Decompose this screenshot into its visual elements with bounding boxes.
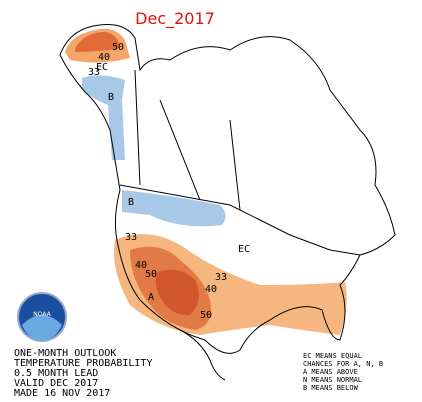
legend-line: N MEANS NORMAL <box>303 376 362 384</box>
legend-line: B MEANS BELOW <box>303 384 359 392</box>
contour-label: 50 <box>112 42 124 53</box>
contour-label: 33 <box>215 272 227 283</box>
legend-line: A MEANS ABOVE <box>303 368 358 376</box>
contour-label: 33 <box>88 67 100 78</box>
title: Dec_2017 <box>135 9 215 29</box>
contour-label: B <box>108 92 114 103</box>
contour-label: EC <box>238 244 250 255</box>
legend: EC MEANS EQUAL CHANCES FOR A, N, B A MEA… <box>303 352 383 392</box>
coastlines <box>59 24 396 381</box>
contour-label: A <box>148 292 154 303</box>
contour-label: 40 <box>135 260 147 271</box>
contour-labels: 50 40 33 EC B B 33 40 50 A 33 40 50 EC <box>88 42 250 321</box>
noaa-logo: NOAA <box>17 292 67 342</box>
info-line: ONE-MONTH OUTLOOK <box>14 348 116 359</box>
info-line: VALID DEC 2017 <box>14 378 98 389</box>
legend-line: EC MEANS EQUAL <box>303 352 362 360</box>
legend-line: CHANCES FOR A, N, B <box>303 360 383 368</box>
above-region <box>75 32 120 52</box>
contour-label: 40 <box>98 52 110 63</box>
logo-text: NOAA <box>33 311 51 318</box>
above-region <box>155 269 199 315</box>
contour-label: EC <box>96 62 108 73</box>
info-line: TEMPERATURE PROBABILITY <box>14 358 152 369</box>
below-region <box>122 190 226 227</box>
info-line: 0.5 MONTH LEAD <box>14 368 98 379</box>
contour-label: 50 <box>200 310 212 321</box>
contour-label: 33 <box>125 232 137 243</box>
contour-label: 50 <box>145 269 157 280</box>
contour-label: 40 <box>205 284 217 295</box>
below-region <box>82 75 125 160</box>
info-block: ONE-MONTH OUTLOOK TEMPERATURE PROBABILIT… <box>14 348 152 399</box>
info-line: MADE 16 NOV 2017 <box>14 388 110 399</box>
contour-label: B <box>128 197 134 208</box>
